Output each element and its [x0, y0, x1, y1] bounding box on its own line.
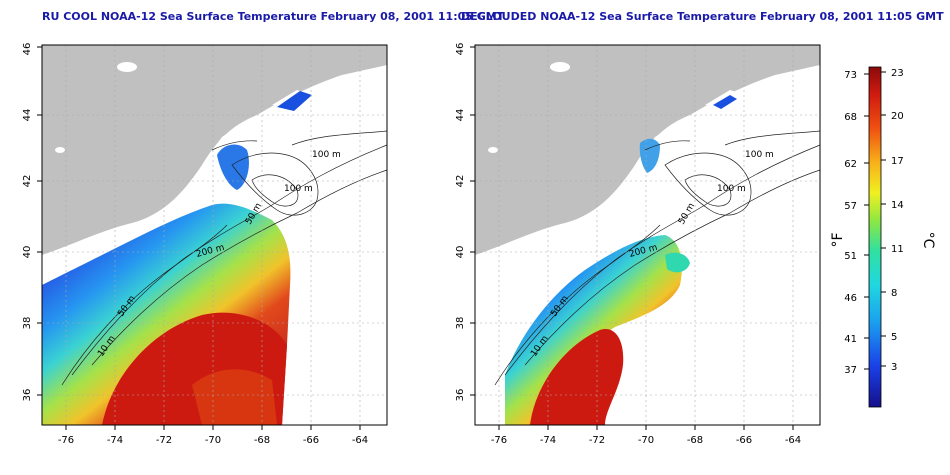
- lon-tick-label: -68: [254, 435, 270, 446]
- lat-tick-label: 46: [455, 43, 466, 56]
- colorbar-c-tick-label: 20: [891, 111, 904, 122]
- left-map-panel: 100 m 100 m 50 m 200 m 50 m 10 m -76 -74…: [22, 43, 388, 446]
- colorbar-c-tick-label: 14: [891, 200, 904, 211]
- left-contour-label: 100 m: [312, 150, 341, 160]
- lon-tick-label: -70: [638, 435, 654, 446]
- left-warm-eddy-shade: [192, 369, 277, 425]
- lon-tick-label: -66: [303, 435, 319, 446]
- colorbar-f-tick-label: 68: [844, 112, 857, 123]
- right-cool-offshore-patch: [665, 252, 690, 273]
- colorbar-c-tick-label: 8: [891, 288, 897, 299]
- lon-tick-label: -68: [687, 435, 703, 446]
- colorbar-gradient: [868, 66, 882, 408]
- colorbar-c-tick-label: 3: [891, 362, 897, 373]
- right-gulf-of-maine-sst: [639, 138, 660, 173]
- colorbar-f-tick-label: 41: [844, 334, 857, 345]
- left-map-frame: [41, 44, 388, 426]
- colorbar-c-ticks: 23 20 17 14 11 8 5 3: [881, 68, 904, 373]
- left-lon-axis: -76 -74 -72 -70 -68 -66 -64: [58, 425, 368, 446]
- lon-tick-label: -76: [491, 435, 507, 446]
- lat-tick-label: 36: [455, 389, 466, 402]
- colorbar-f-tick-label: 57: [844, 201, 857, 212]
- lat-tick-label: 42: [22, 175, 33, 188]
- lat-tick-label: 38: [22, 317, 33, 330]
- lon-tick-label: -72: [156, 435, 172, 446]
- lon-tick-label: -66: [736, 435, 752, 446]
- colorbar-f-tick-label: 51: [844, 251, 857, 262]
- lon-tick-label: -74: [540, 435, 556, 446]
- colorbar-unit-celsius: °C: [920, 232, 936, 249]
- right-warm-eddy: [530, 329, 624, 425]
- colorbar-c-tick-label: 5: [891, 332, 897, 343]
- lat-tick-label: 46: [22, 43, 33, 56]
- left-contour-label: 100 m: [284, 184, 313, 194]
- right-lon-axis: -76 -74 -72 -70 -68 -66 -64: [491, 425, 801, 446]
- colorbar-f-ticks: 73 68 62 57 51 46 41 37: [844, 70, 869, 376]
- lat-tick-label: 38: [455, 317, 466, 330]
- right-fundy-sst: [713, 95, 737, 109]
- colorbar-c-tick-label: 17: [891, 156, 904, 167]
- left-gulf-of-maine-sst: [217, 144, 249, 190]
- lat-tick-label: 42: [455, 175, 466, 188]
- lon-tick-label: -70: [205, 435, 221, 446]
- right-lat-axis: 36 38 40 42 44 46: [455, 43, 475, 402]
- lat-tick-label: 44: [455, 109, 466, 122]
- right-contour-label: 100 m: [717, 184, 746, 194]
- left-map-title: RU COOL NOAA-12 Sea Surface Temperature …: [42, 10, 505, 23]
- lat-tick-label: 44: [22, 109, 33, 122]
- colorbar-c-tick-label: 11: [891, 244, 904, 255]
- lon-tick-label: -64: [352, 435, 368, 446]
- left-lat-axis: 36 38 40 42 44 46: [22, 43, 42, 402]
- right-contour-label: 100 m: [745, 150, 774, 160]
- right-map-frame: [474, 44, 821, 426]
- lon-tick-label: -72: [589, 435, 605, 446]
- right-map-title: DECLOUDED NOAA-12 Sea Surface Temperatur…: [461, 10, 944, 23]
- colorbar-f-tick-label: 73: [844, 70, 857, 81]
- lon-tick-label: -76: [58, 435, 74, 446]
- colorbar-f-tick-label: 62: [844, 159, 857, 170]
- lon-tick-label: -64: [785, 435, 801, 446]
- lon-tick-label: -74: [107, 435, 123, 446]
- lat-tick-label: 40: [22, 246, 33, 259]
- right-map-panel: 100 m 100 m 50 m 200 m 50 m 10 m -76 -74…: [455, 43, 821, 446]
- lat-tick-label: 36: [22, 389, 33, 402]
- colorbar-f-tick-label: 37: [844, 365, 857, 376]
- left-fundy-sst: [277, 91, 312, 111]
- lat-tick-label: 40: [455, 246, 466, 259]
- colorbar-unit-fahrenheit: °F: [830, 232, 846, 247]
- temperature-colorbar: 73 68 62 57 51 46 41 37 23 20 17 14 11 8…: [830, 66, 936, 408]
- colorbar-c-tick-label: 23: [891, 68, 904, 79]
- colorbar-f-tick-label: 46: [844, 293, 857, 304]
